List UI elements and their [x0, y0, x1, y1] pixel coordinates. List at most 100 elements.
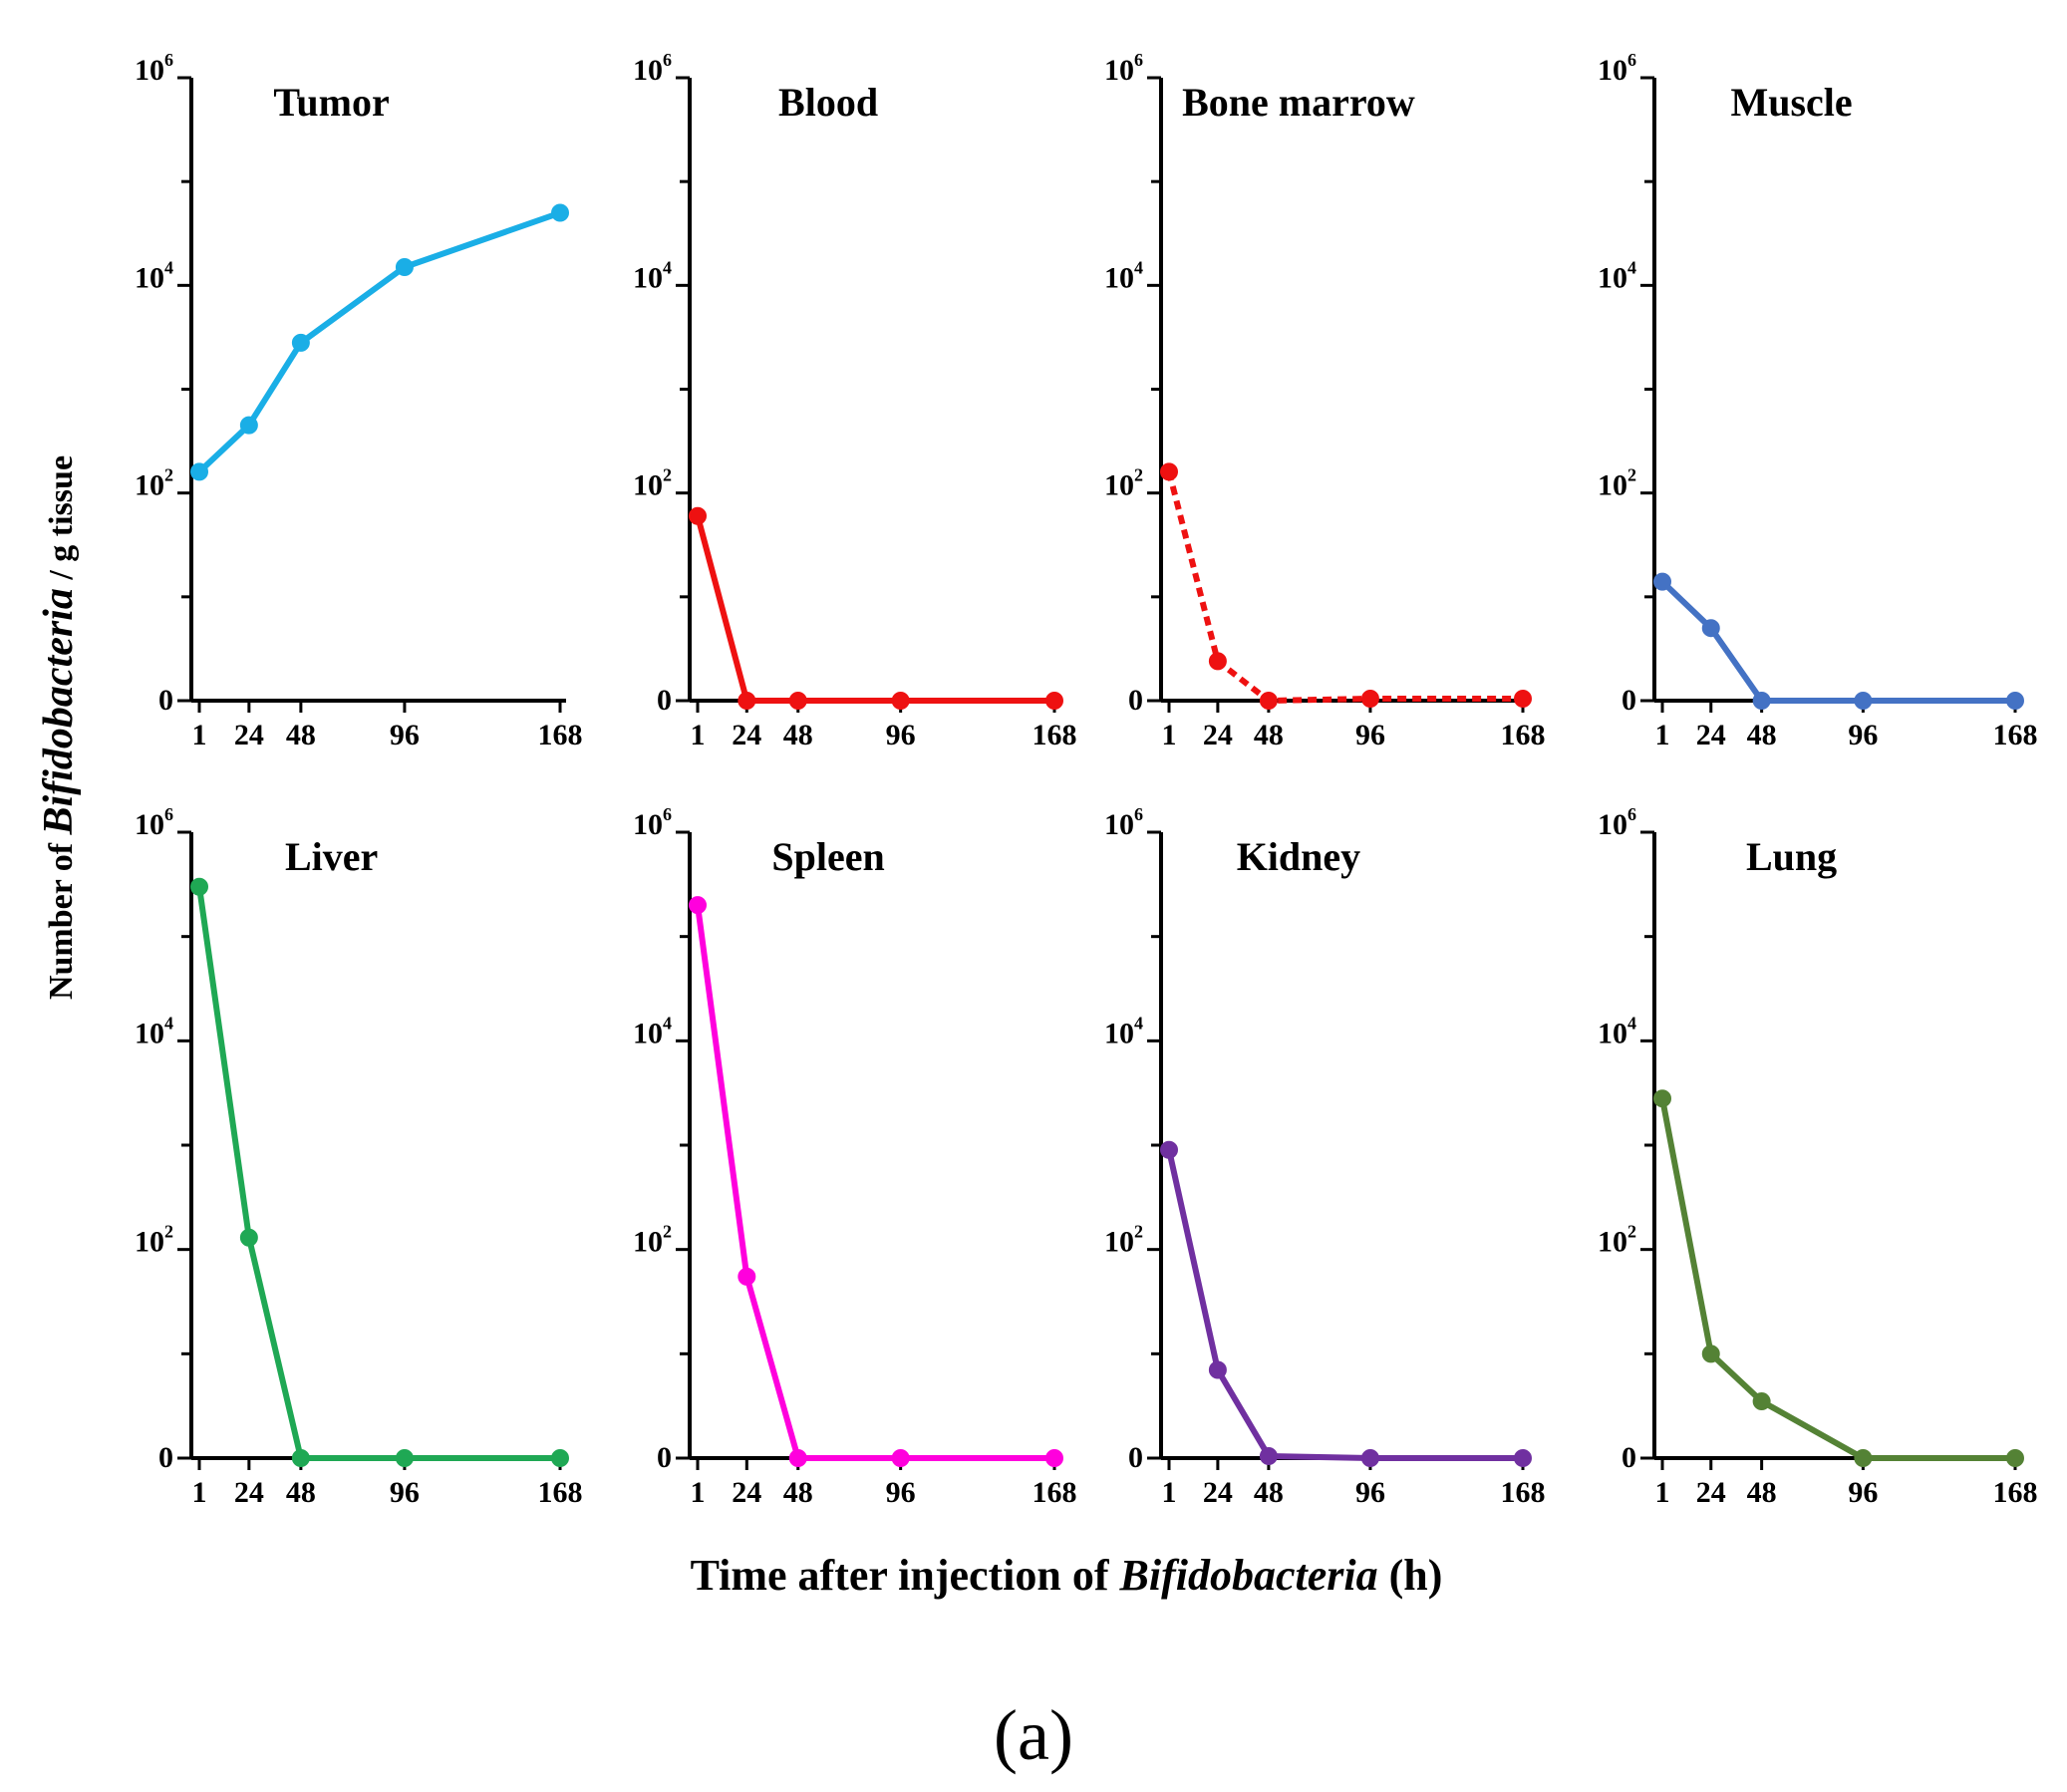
- x-tick-label-spleen: 1: [691, 1476, 706, 1509]
- x-tick-label-lung: 48: [1747, 1476, 1777, 1509]
- y-tick-label-blood: 104: [633, 257, 672, 294]
- data-point-muscle: [1854, 692, 1873, 710]
- y-tick-base: 10: [633, 54, 663, 87]
- data-point-liver: [551, 1449, 569, 1467]
- y-tick-label-muscle: 102: [1598, 465, 1636, 502]
- x-tick-label-kidney: 168: [1501, 1476, 1546, 1509]
- y-tick-exp: 6: [1134, 804, 1143, 824]
- x-tick-label-liver: 96: [390, 1476, 420, 1509]
- y-tick-label-tumor: 106: [135, 50, 173, 87]
- x-tick-label-lung: 24: [1696, 1476, 1726, 1509]
- y-tick-base: 10: [1598, 54, 1627, 87]
- y-tick-base: 10: [1104, 469, 1134, 502]
- data-point-muscle: [1701, 619, 1720, 638]
- y-tick-label-spleen: 104: [633, 1013, 672, 1049]
- y-tick-label-spleen: 0: [657, 1441, 672, 1474]
- y-tick-base: 10: [1104, 808, 1134, 841]
- y-tick-label-blood: 0: [657, 684, 672, 717]
- figure-label: (a): [994, 1695, 1073, 1775]
- x-tick-label-tumor: 48: [286, 719, 316, 751]
- y-tick-base: 10: [135, 261, 164, 294]
- y-tick-base: 10: [633, 1017, 663, 1049]
- data-point-kidney: [1160, 1140, 1178, 1159]
- y-tick-label-kidney: 102: [1104, 1222, 1143, 1259]
- x-axis-title-suffix: (h): [1378, 1551, 1443, 1600]
- data-point-bone-marrow: [1514, 690, 1532, 709]
- series-line-blood: [695, 515, 1054, 704]
- y-tick-label-kidney: 106: [1104, 804, 1143, 841]
- data-point-liver: [190, 877, 208, 896]
- x-tick-label-bone-marrow: 168: [1501, 719, 1546, 751]
- x-tick-label-bone-marrow: 1: [1162, 719, 1177, 751]
- panel-title-spleen: Spleen: [771, 834, 884, 879]
- y-tick-label-kidney: 0: [1128, 1441, 1143, 1474]
- series-line-muscle: [1659, 579, 2015, 704]
- data-point-spleen: [1045, 1449, 1063, 1467]
- y-axis-title-italic: Bifidobacteria: [36, 588, 82, 835]
- y-tick-label-bone-marrow: 102: [1104, 465, 1143, 502]
- data-point-kidney: [1514, 1449, 1532, 1467]
- y-tick-exp: 4: [1134, 1013, 1143, 1033]
- data-point-muscle: [2006, 692, 2024, 710]
- data-point-bone-marrow: [1259, 692, 1278, 710]
- x-tick-label-blood: 168: [1033, 719, 1077, 751]
- x-tick-label-liver: 48: [286, 1476, 316, 1509]
- data-point-lung: [1854, 1449, 1873, 1467]
- y-tick-exp: 6: [1134, 50, 1143, 70]
- y-tick-exp: 6: [164, 50, 173, 70]
- y-tick-label-liver: 104: [135, 1013, 173, 1049]
- data-point-bone-marrow: [1208, 652, 1227, 671]
- y-tick-exp: 2: [1627, 1222, 1636, 1242]
- data-point-tumor: [239, 416, 258, 435]
- y-tick-label-liver: 106: [135, 804, 173, 841]
- y-tick-exp: 2: [164, 1222, 173, 1242]
- y-tick-label-muscle: 0: [1622, 684, 1636, 717]
- x-tick-label-liver: 24: [234, 1476, 264, 1509]
- y-tick-base: 10: [1598, 808, 1627, 841]
- y-tick-label-lung: 102: [1598, 1222, 1636, 1259]
- x-tick-label-blood: 48: [783, 719, 813, 751]
- y-tick-exp: 4: [663, 257, 672, 277]
- y-tick-label-blood: 102: [633, 465, 672, 502]
- data-point-kidney: [1360, 1449, 1379, 1467]
- y-axis-title-suffix: / g tissue: [43, 455, 80, 588]
- y-tick-base: 10: [135, 808, 164, 841]
- y-tick-label-muscle: 104: [1598, 257, 1636, 294]
- series-line-liver: [196, 886, 560, 1461]
- data-point-blood: [1045, 692, 1063, 710]
- x-tick-label-muscle: 48: [1747, 719, 1777, 751]
- y-tick-label-bone-marrow: 104: [1104, 257, 1143, 294]
- y-tick-base: 10: [633, 808, 663, 841]
- data-point-lung: [1701, 1344, 1720, 1363]
- y-tick-base: 10: [633, 469, 663, 502]
- data-point-kidney: [1208, 1360, 1227, 1379]
- y-tick-base: 10: [1104, 54, 1134, 87]
- data-point-blood: [788, 692, 807, 710]
- x-tick-label-lung: 168: [1993, 1476, 2038, 1509]
- data-point-tumor: [395, 257, 414, 276]
- data-point-spleen: [891, 1449, 910, 1467]
- panel-title-muscle: Muscle: [1730, 80, 1852, 125]
- panel-title-tumor: Tumor: [273, 80, 389, 125]
- y-tick-label-lung: 0: [1622, 1441, 1636, 1474]
- data-point-kidney: [1259, 1447, 1278, 1466]
- y-tick-exp: 4: [1627, 1013, 1636, 1033]
- series-line-kidney: [1166, 1149, 1523, 1461]
- y-tick-label-tumor: 104: [135, 257, 173, 294]
- panel-title-lung: Lung: [1746, 834, 1837, 879]
- y-tick-exp: 6: [1627, 50, 1636, 70]
- panel-title-liver: Liver: [285, 834, 378, 879]
- y-tick-exp: 4: [663, 1013, 672, 1033]
- y-tick-base: 10: [1598, 261, 1627, 294]
- data-point-liver: [291, 1449, 310, 1467]
- x-tick-label-spleen: 96: [886, 1476, 916, 1509]
- y-tick-base: 10: [1598, 1017, 1627, 1049]
- x-tick-label-blood: 96: [886, 719, 916, 751]
- x-tick-label-tumor: 168: [538, 719, 583, 751]
- y-tick-label-bone-marrow: 0: [1128, 684, 1143, 717]
